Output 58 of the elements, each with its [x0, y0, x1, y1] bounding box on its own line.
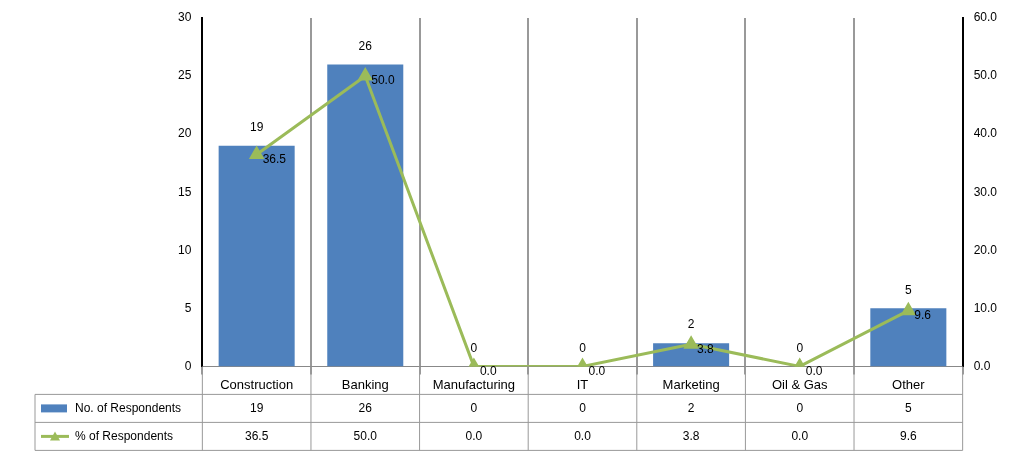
text: 9.6 — [914, 307, 932, 322]
point — [249, 146, 264, 159]
data-label: 26 — [358, 400, 373, 415]
data-label: 19 — [249, 400, 264, 415]
x-tick-label: Banking — [341, 376, 389, 392]
data-label: 0.0 — [574, 428, 592, 443]
x-tick-label: Other — [892, 376, 926, 392]
text: 0.0 — [588, 363, 606, 378]
y2-tick-label: 20.0 — [973, 242, 998, 257]
bar — [327, 64, 404, 367]
x-tick-label: Construction — [220, 376, 294, 392]
data-label: 0.0 — [791, 428, 809, 443]
data-label: 0 — [579, 400, 587, 415]
y-tick-label: 5 — [184, 300, 192, 315]
data-label: 3.8 — [682, 428, 700, 443]
point — [901, 303, 916, 316]
point — [358, 68, 372, 81]
y-tick-label: 20 — [177, 126, 192, 141]
bar — [218, 145, 295, 367]
text: 2 — [687, 317, 695, 332]
text: 0 — [470, 340, 478, 355]
y-tick-label: 30 — [177, 10, 192, 25]
x-tick-label: IT — [576, 376, 589, 392]
text: 0 — [796, 340, 804, 355]
y-tick-label: 0 — [184, 358, 192, 373]
data-label: 9.6 — [899, 428, 917, 443]
data-label: 5 — [904, 400, 912, 415]
data-label: 50.0 — [353, 428, 378, 443]
point — [684, 336, 698, 349]
y2-tick-label: 40.0 — [973, 126, 998, 141]
data-label: 0 — [470, 400, 478, 415]
text: 19 — [249, 120, 264, 135]
y-tick-label: 10 — [177, 242, 192, 257]
text: 36.5 — [262, 151, 287, 166]
y2-tick-label: 0.0 — [973, 358, 991, 373]
data-label: 0.0 — [465, 428, 483, 443]
legend-label: No. of Respondents — [75, 400, 182, 415]
x-tick-label: Manufacturing — [432, 376, 516, 392]
y-tick-label: 25 — [177, 68, 192, 83]
text: 26 — [358, 38, 372, 53]
y2-tick-label: 30.0 — [973, 184, 998, 199]
x-tick-label: Marketing — [662, 376, 720, 392]
text: 50.0 — [371, 73, 395, 88]
y2-tick-label: 10.0 — [973, 300, 998, 315]
text: 5 — [904, 282, 912, 297]
data-label: 2 — [687, 400, 695, 415]
data-label: 36.5 — [244, 428, 269, 443]
y2-tick-label: 60.0 — [973, 10, 998, 25]
bar — [870, 308, 947, 367]
y-tick-label: 15 — [177, 184, 192, 199]
text: 0.0 — [479, 363, 497, 378]
text: 3.8 — [697, 341, 714, 356]
legend-label: % of Respondents — [75, 428, 174, 443]
text: 0.0 — [805, 363, 823, 378]
text: 0 — [579, 340, 586, 355]
data-label: 0 — [796, 400, 804, 415]
x-tick-label: Oil & Gas — [771, 376, 829, 392]
y2-tick-label: 50.0 — [973, 68, 998, 83]
